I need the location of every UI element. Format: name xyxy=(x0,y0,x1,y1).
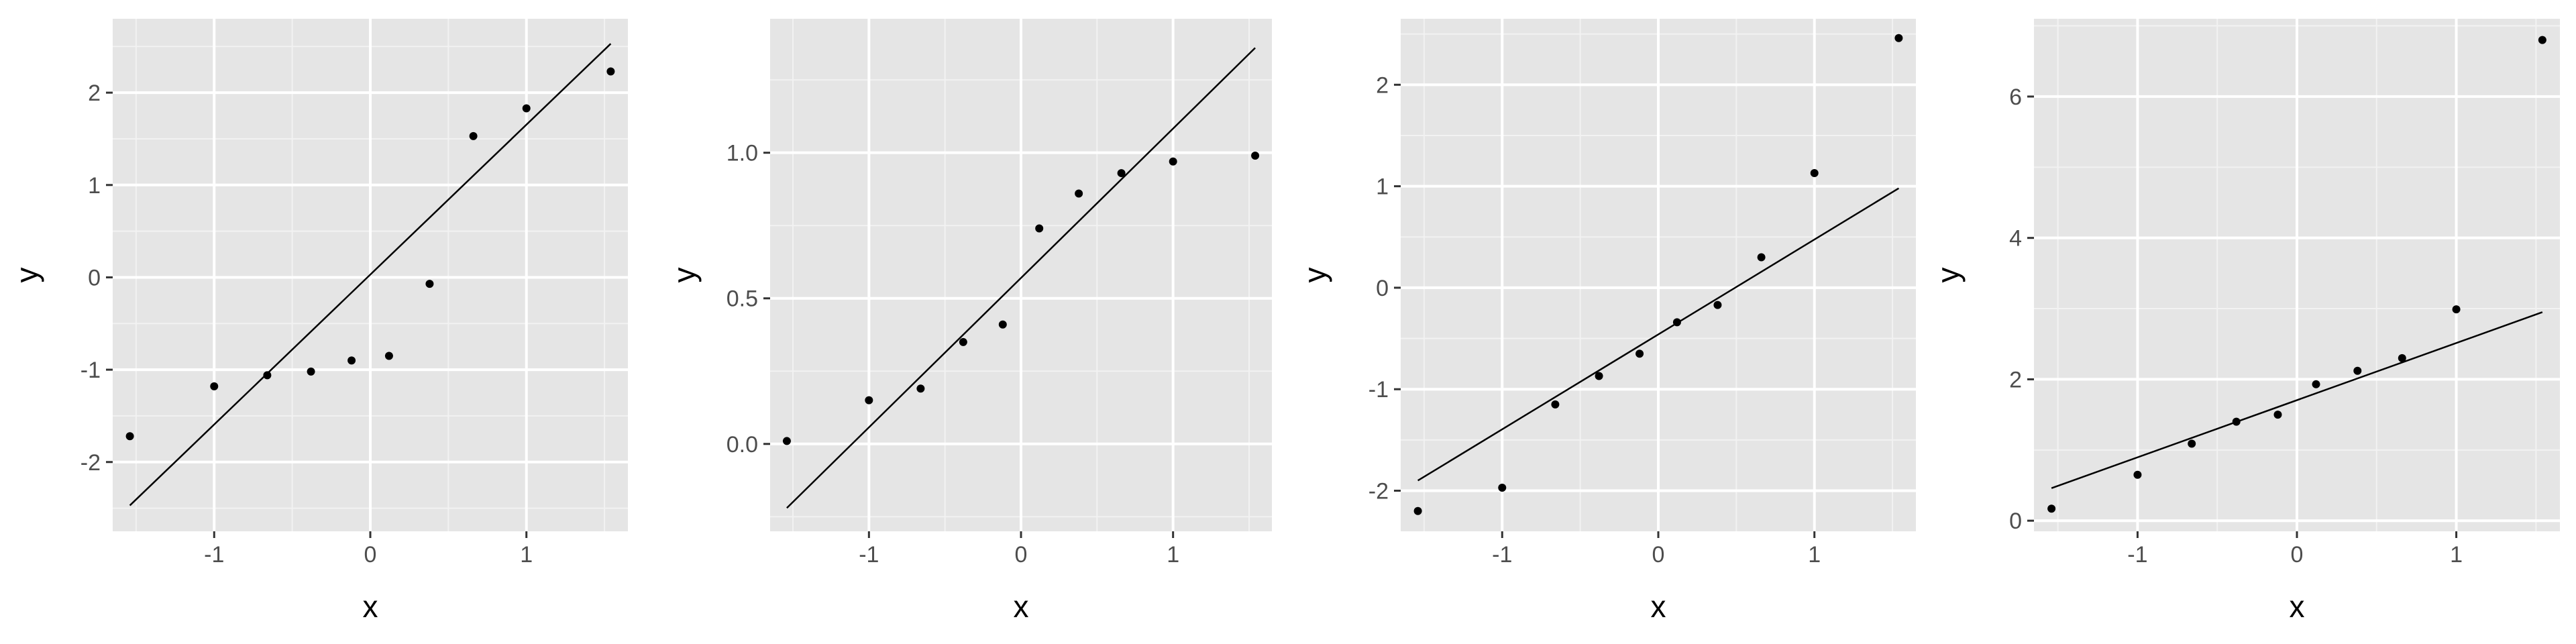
y-tick-label: -2 xyxy=(80,450,101,476)
data-point xyxy=(606,67,615,76)
x-tick-label: 0 xyxy=(1652,542,1665,568)
qq-reference-line xyxy=(1417,187,1900,482)
data-point xyxy=(522,104,531,113)
y-tick-label: -2 xyxy=(1368,478,1389,504)
data-point xyxy=(425,280,434,288)
data-point xyxy=(2353,366,2362,375)
x-tick-label: 1 xyxy=(2450,542,2463,568)
data-point xyxy=(2047,504,2056,513)
y-tick-label: 2 xyxy=(88,80,101,106)
x-tick-label: -1 xyxy=(204,542,224,568)
x-tick-label: -1 xyxy=(1492,542,1512,568)
data-point xyxy=(1757,253,1766,262)
data-point xyxy=(210,382,219,390)
data-point xyxy=(2273,411,2282,419)
data-point xyxy=(1713,301,1722,309)
y-tick-label: 0.0 xyxy=(727,432,758,458)
x-axis-title: x xyxy=(1014,589,1029,624)
y-axis-title: y xyxy=(9,268,44,283)
y-tick-label: 4 xyxy=(2009,226,2022,252)
data-point xyxy=(347,356,356,365)
chart-panel-3: -1 0 1 -2 -1 0 1 2 x y xyxy=(1297,19,1916,624)
chart-panel-4: -1 0 1 0 2 4 6 x y xyxy=(1931,19,2560,624)
data-point xyxy=(1635,350,1644,358)
data-point xyxy=(2188,439,2196,448)
qq-reference-line xyxy=(786,47,1256,509)
chart-panel-1: -1 0 1 -2 -1 0 1 2 x y xyxy=(9,19,628,624)
data-point xyxy=(2312,380,2320,388)
data-point xyxy=(782,437,791,445)
x-axis-title: x xyxy=(1651,589,1666,624)
data-point xyxy=(998,320,1007,329)
y-tick-label: -1 xyxy=(80,358,101,383)
y-tick-label: 1 xyxy=(88,173,101,199)
data-point xyxy=(1169,157,1177,166)
data-point xyxy=(1035,224,1044,233)
x-axis-title: x xyxy=(2290,589,2305,624)
data-point xyxy=(959,337,967,346)
x-tick-label: -1 xyxy=(859,542,879,568)
y-tick-label: 6 xyxy=(2009,85,2022,110)
y-axis-title: y xyxy=(1297,268,1332,283)
y-tick-label: 2 xyxy=(2009,367,2022,392)
y-tick-label: 0 xyxy=(88,265,101,290)
x-tick-label: -1 xyxy=(2127,542,2147,568)
qq-reference-line xyxy=(2051,311,2543,489)
x-tick-label: 1 xyxy=(520,542,533,568)
chart-panel-2: -1 0 1 0.0 0.5 1.0 x y xyxy=(667,19,1272,624)
y-tick-label: 1 xyxy=(1376,174,1389,200)
y-axis-title: y xyxy=(1931,268,1966,283)
data-point xyxy=(307,367,315,376)
x-axis-title: x xyxy=(363,589,378,624)
y-axis-title: y xyxy=(667,268,702,283)
y-tick-label: 1.0 xyxy=(727,141,758,166)
data-point xyxy=(1075,189,1083,198)
data-point xyxy=(1551,400,1560,409)
y-tick-label: 0 xyxy=(2009,508,2022,534)
x-tick-label: 0 xyxy=(364,542,377,568)
data-point xyxy=(125,432,134,441)
data-point xyxy=(1595,372,1603,380)
y-tick-label: 0 xyxy=(1376,276,1389,301)
data-point xyxy=(263,371,272,380)
data-point xyxy=(1810,168,1819,177)
data-point xyxy=(1498,483,1507,492)
x-tick-label: 1 xyxy=(1167,542,1179,568)
data-point xyxy=(2232,417,2241,426)
data-point xyxy=(384,352,393,360)
qq-reference-line xyxy=(129,43,612,506)
x-tick-label: 0 xyxy=(2291,542,2304,568)
data-point xyxy=(1894,34,1903,42)
data-point xyxy=(2398,354,2406,362)
y-tick-label: 0.5 xyxy=(727,286,758,312)
data-point xyxy=(2538,36,2546,44)
y-tick-label: -1 xyxy=(1368,377,1389,402)
y-tick-label: 2 xyxy=(1376,72,1389,98)
data-point xyxy=(2452,305,2461,314)
data-point xyxy=(469,131,478,140)
data-point xyxy=(1117,169,1126,178)
x-tick-label: 0 xyxy=(1015,542,1028,568)
x-tick-label: 1 xyxy=(1808,542,1821,568)
data-point xyxy=(1413,506,1422,515)
data-point xyxy=(865,396,873,405)
data-point xyxy=(916,384,925,393)
data-point xyxy=(1672,318,1681,327)
data-point xyxy=(1251,152,1260,160)
data-point xyxy=(2133,470,2142,479)
